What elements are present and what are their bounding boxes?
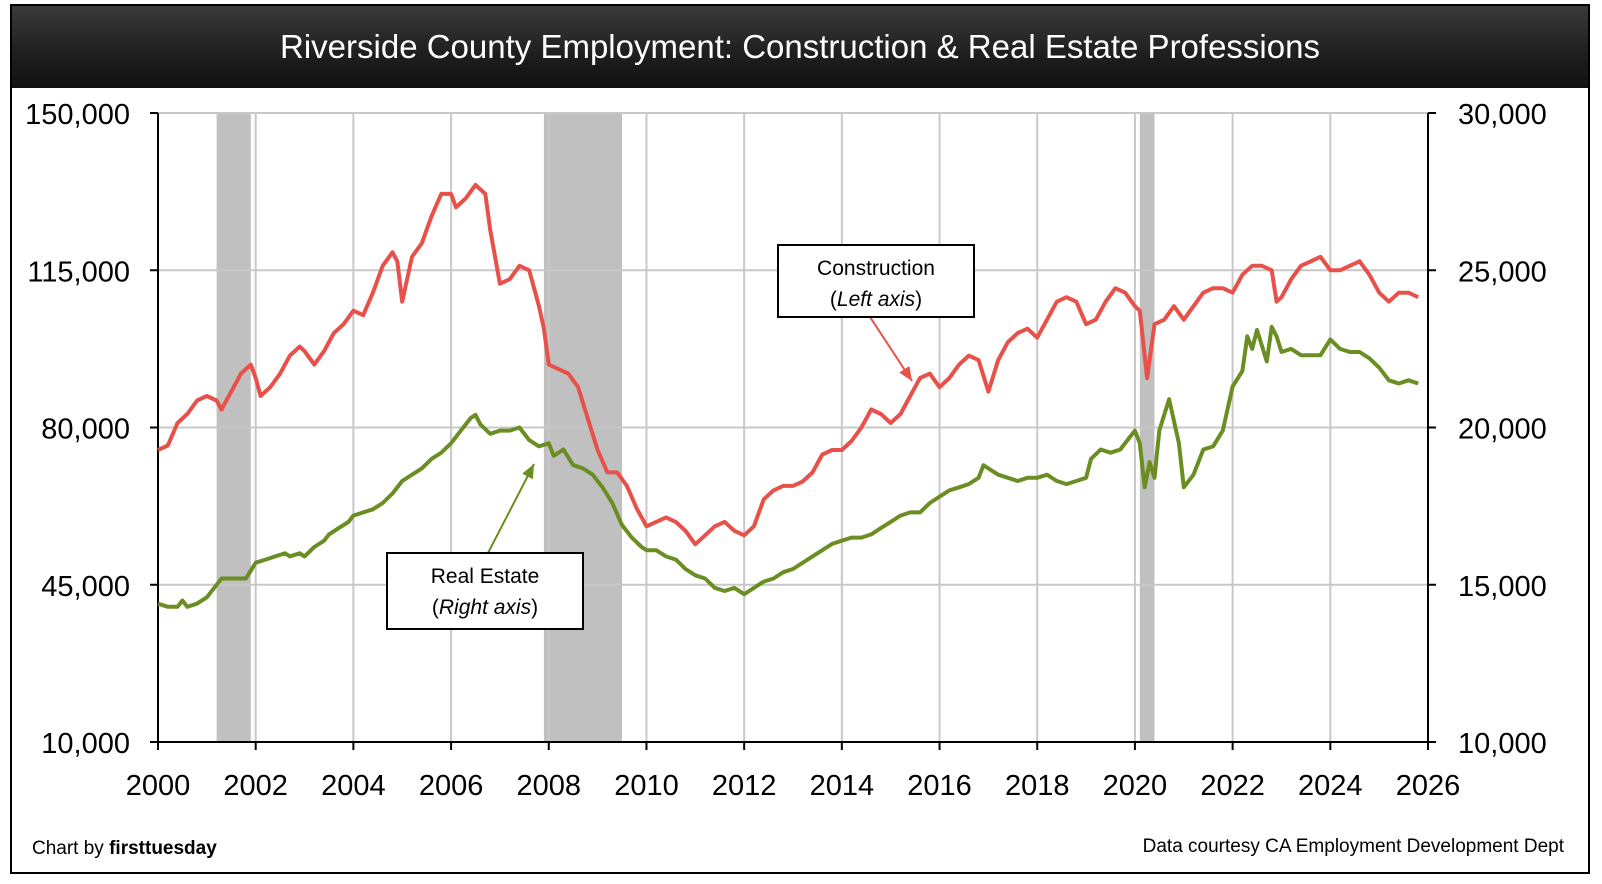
y-left-tick-label: 10,000 — [41, 728, 130, 760]
y-left-tick-label: 150,000 — [25, 99, 130, 131]
construction-annotation-axis-note: (Left axis) — [830, 288, 922, 311]
x-tick-label: 2004 — [321, 770, 386, 802]
construction-annotation-title: Construction — [817, 257, 935, 280]
construction-annotation-arrowhead — [899, 366, 912, 381]
axes: 2000 2002 2004 2006 2008 2010 2012 2014 2016 2018… — [25, 99, 1547, 802]
y-right-tick-label: 20,000 — [1458, 414, 1547, 446]
x-tick-label: 2016 — [907, 770, 972, 802]
x-tick-label: 2002 — [223, 770, 288, 802]
y-left-tick-label: 45,000 — [41, 571, 130, 603]
y-right-tick-label: 15,000 — [1458, 571, 1547, 603]
x-tick-label: 2026 — [1396, 770, 1461, 802]
y-left-tick-label: 80,000 — [41, 414, 130, 446]
construction-line — [157, 182, 1420, 547]
x-tick-label: 2018 — [1005, 770, 1070, 802]
real-estate-annotation-axis-note: (Right axis) — [432, 596, 538, 619]
real-estate-annotation-arrowhead — [522, 464, 534, 480]
real-estate-annotation: Real Estate (Right axis) — [386, 463, 584, 630]
real-estate-annotation-arrow — [487, 463, 535, 554]
credit-brand: firsttuesday — [109, 838, 217, 859]
title-bar: Riverside County Employment: Constructio… — [12, 6, 1588, 88]
x-tick-label: 2020 — [1103, 770, 1168, 802]
real-estate-annotation-title: Real Estate — [431, 565, 540, 588]
credit-left: Chart by firsttuesday — [32, 838, 217, 860]
construction-annotation: Construction (Left axis) — [777, 244, 975, 382]
y-right-tick-label: 25,000 — [1458, 256, 1547, 288]
real-estate-line — [157, 324, 1419, 609]
credit-right: Data courtesy CA Employment Development … — [1142, 836, 1564, 857]
x-tick-label: 2012 — [712, 770, 777, 802]
credit-prefix: Chart by — [32, 838, 110, 859]
y-left-tick-label: 115,000 — [27, 256, 130, 288]
y-right-tick-label: 30,000 — [1458, 99, 1547, 131]
gridlines — [157, 112, 1429, 743]
x-tick-label: 2006 — [419, 770, 484, 802]
x-tick-label: 2008 — [517, 770, 582, 802]
real-estate-annotation-box — [386, 552, 584, 630]
x-tick-label: 2014 — [810, 770, 875, 802]
chart-frame: Riverside County Employment: Constructio… — [10, 4, 1590, 874]
x-tick-label: 2010 — [614, 770, 679, 802]
construction-annotation-box — [777, 244, 975, 318]
x-tick-label: 2024 — [1298, 770, 1363, 802]
annotations: Construction (Left axis) Real Estate (Right… — [386, 244, 975, 630]
series-lines — [157, 182, 1420, 609]
chart-title: Riverside County Employment: Constructio… — [280, 28, 1320, 65]
y-right-tick-label: 10,000 — [1458, 728, 1547, 760]
x-tick-label: 2022 — [1200, 770, 1265, 802]
x-tick-label: 2000 — [126, 770, 191, 802]
